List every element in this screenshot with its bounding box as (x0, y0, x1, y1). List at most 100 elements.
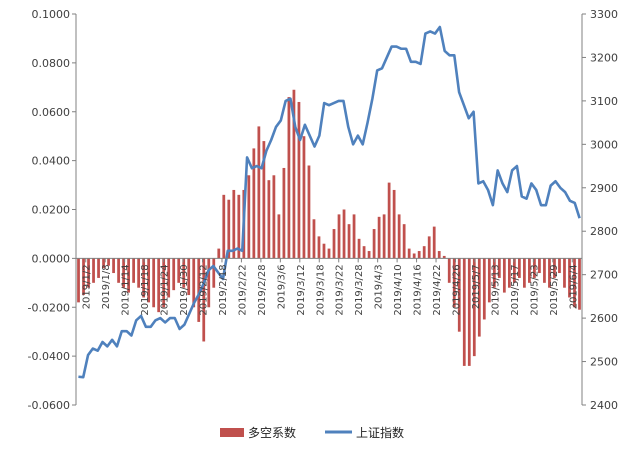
bar (107, 258, 110, 266)
bar (122, 258, 125, 288)
bar (422, 246, 426, 259)
bar (447, 258, 451, 283)
right-tick-label: 3300 (590, 8, 618, 21)
legend-label-bar: 多空系数 (248, 425, 296, 440)
bar (187, 258, 191, 296)
bar (507, 258, 511, 288)
x-tick-label: 2019/1/14 (121, 264, 132, 315)
x-tick-label: 2019/5/7 (471, 264, 482, 309)
bar (427, 236, 431, 259)
x-tick-label: 2019/4/10 (393, 264, 404, 315)
bar (237, 194, 241, 259)
bar (377, 216, 381, 259)
bar (317, 236, 321, 259)
x-tick-label: 2019/2/18 (218, 264, 229, 315)
bar (563, 258, 566, 288)
bar (553, 258, 556, 278)
x-tick-label: 2019/3/28 (354, 264, 365, 315)
bar (137, 258, 141, 288)
x-tick-label: 2019/5/29 (549, 264, 560, 315)
bar (533, 258, 536, 278)
left-axis: -0.0600 -0.0400 -0.0200 0.0000 0.0200 0.0400 0… (28, 8, 77, 412)
bar (297, 101, 301, 259)
x-tick-label: 2019/5/17 (510, 264, 521, 315)
bar (367, 251, 371, 259)
bar (267, 180, 271, 259)
bar (262, 141, 266, 259)
bar (472, 258, 476, 357)
bar (102, 258, 105, 269)
x-axis: 2019/1/2 2019/1/8 2019/1/14 2019/1/18 2019/1… (76, 257, 582, 316)
bar (578, 258, 581, 310)
x-tick-label: 2019/1/2 (82, 264, 93, 309)
left-tick-label: 0.0600 (32, 106, 71, 119)
x-tick-label: 2019/2/12 (199, 264, 210, 315)
bar (457, 258, 461, 332)
bar (112, 258, 115, 274)
bar (502, 258, 506, 293)
bar (152, 258, 156, 308)
bar (212, 258, 216, 288)
right-tick-label: 3200 (590, 51, 618, 64)
bar (337, 214, 341, 259)
right-tick-label: 2500 (590, 356, 618, 369)
left-tick-label: 0.0400 (32, 155, 71, 168)
index-line (78, 25, 581, 379)
bar (452, 258, 456, 308)
bar (357, 238, 361, 259)
x-tick-label: 2019/4/26 (452, 264, 463, 315)
bar (342, 209, 346, 259)
bar (117, 258, 120, 283)
bar (92, 258, 95, 283)
right-tick-label: 2800 (590, 225, 618, 238)
x-tick-label: 2019/4/3 (374, 264, 385, 309)
bar (573, 258, 576, 308)
bar (497, 258, 501, 278)
bar (197, 258, 201, 322)
bar (412, 253, 416, 259)
bar (132, 258, 135, 283)
bar (217, 248, 221, 259)
x-tick-label: 2019/4/16 (413, 264, 424, 315)
left-tick-label: -0.0400 (28, 350, 70, 363)
bar (417, 251, 421, 259)
right-tick-label: 2400 (590, 399, 618, 412)
bar (462, 258, 466, 366)
bar (518, 258, 521, 278)
bar (477, 258, 481, 337)
bar (332, 229, 336, 259)
bar (512, 258, 516, 283)
bar (543, 258, 546, 283)
bar (277, 214, 281, 259)
x-tick-label: 2019/5/23 (529, 264, 540, 315)
bar (172, 258, 176, 291)
bar (272, 175, 276, 259)
bar (162, 258, 166, 308)
line-series (78, 25, 581, 379)
x-tick-label: 2019/1/8 (101, 264, 112, 309)
x-tick-label: 2019/2/22 (237, 264, 248, 315)
bar (392, 189, 396, 259)
bar (528, 258, 531, 283)
right-tick-label: 3000 (590, 138, 618, 151)
x-tick-label: 2019/3/12 (296, 264, 307, 315)
bar (467, 258, 471, 366)
legend-label-line: 上证指数 (356, 425, 404, 440)
bar (322, 243, 326, 259)
bar (362, 246, 366, 259)
bar (523, 258, 526, 288)
bar (487, 258, 491, 303)
bar (538, 258, 541, 274)
bar (442, 255, 446, 259)
bar (202, 258, 206, 342)
bar (222, 194, 226, 259)
bar (287, 97, 291, 259)
bar (292, 89, 296, 259)
bar (127, 258, 130, 293)
bar (432, 226, 436, 259)
x-tick-label: 2019/3/18 (315, 264, 326, 315)
bar (87, 258, 90, 288)
bar (548, 258, 551, 288)
left-tick-label: 0.0800 (32, 57, 71, 70)
